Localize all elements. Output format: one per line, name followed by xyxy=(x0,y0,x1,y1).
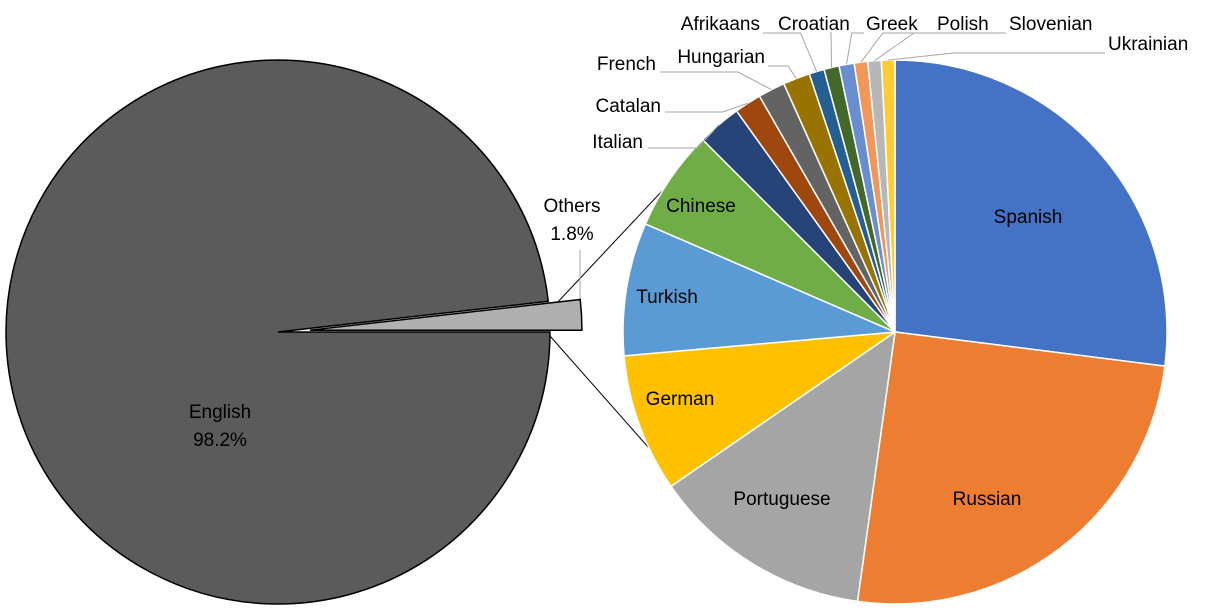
pie-slice xyxy=(5,59,551,605)
pie-slice xyxy=(856,331,1166,605)
leader-line xyxy=(648,124,720,149)
leader-line xyxy=(888,52,1105,61)
leader-line xyxy=(874,32,1006,62)
slice-label: English xyxy=(189,402,251,423)
slice-label: Portuguese xyxy=(733,489,830,510)
slice-label: Turkish xyxy=(636,287,698,308)
slice-label: Ukrainian xyxy=(1108,34,1188,55)
pie-slice xyxy=(623,331,898,488)
slice-label: Others xyxy=(543,196,600,217)
pie-slice xyxy=(309,298,583,331)
slice-label: Chinese xyxy=(666,196,736,217)
pie-slice xyxy=(622,222,896,357)
connector-line xyxy=(549,335,664,465)
connector-line xyxy=(539,189,664,322)
pie-slice xyxy=(669,330,896,603)
slice-value-label: 98.2% xyxy=(193,430,247,451)
slice-label: Spanish xyxy=(994,207,1063,228)
slice-label: Hungarian xyxy=(677,47,765,68)
leader-line xyxy=(768,65,797,79)
slice-label: Afrikaans xyxy=(681,14,760,35)
leader-line xyxy=(763,32,818,72)
leader-line xyxy=(665,102,748,113)
leader-line xyxy=(660,71,772,91)
slice-label: Polish xyxy=(937,14,989,35)
slice-label: Russian xyxy=(953,489,1022,510)
slice-label: French xyxy=(597,54,656,75)
slice-label: Slovenian xyxy=(1009,14,1092,35)
leader-line xyxy=(830,32,833,68)
slice-label: Italian xyxy=(592,132,643,153)
slice-label: German xyxy=(646,389,715,410)
slice-label: Croatian xyxy=(778,14,850,35)
slice-label: Catalan xyxy=(596,96,662,117)
pie-slice xyxy=(894,59,1168,367)
leader-line xyxy=(860,32,934,63)
slice-value-label: 1.8% xyxy=(550,224,593,245)
leader-line xyxy=(846,32,864,65)
slice-label: Greek xyxy=(866,14,918,35)
